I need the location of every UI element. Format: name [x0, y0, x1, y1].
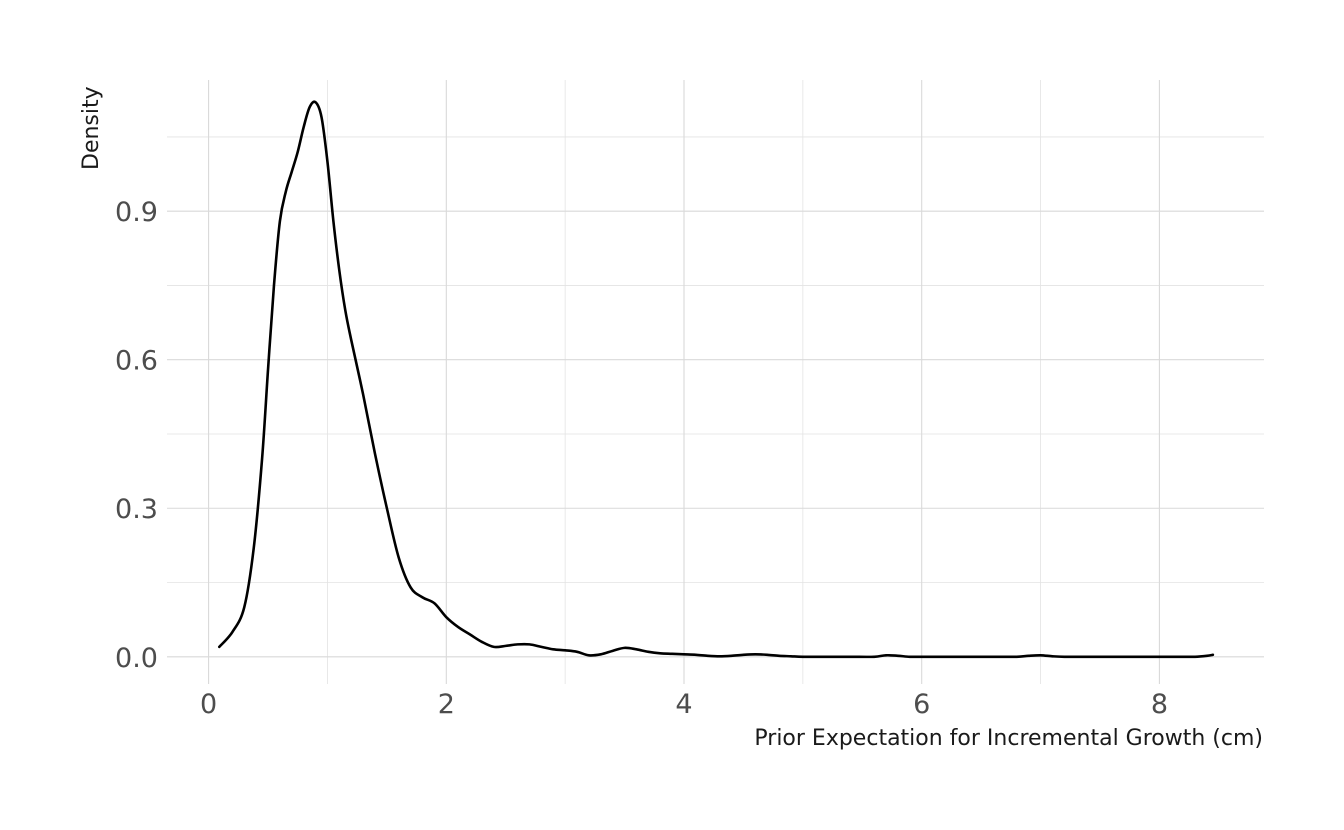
y-tick-label-1: 0.3	[115, 494, 158, 525]
series-layer	[217, 100, 1215, 659]
y-tick-label-2: 0.6	[115, 346, 158, 377]
x-axis-tick-labels: 0 2 4 6 8	[200, 689, 1168, 720]
y-tick-label-3: 0.9	[115, 197, 158, 228]
x-tick-label-4: 8	[1151, 689, 1168, 720]
x-tick-label-0: 0	[200, 689, 217, 720]
major-gridlines	[167, 80, 1264, 684]
density-curve-0	[217, 100, 1215, 659]
x-tick-label-3: 6	[913, 689, 930, 720]
y-axis-title: Density	[79, 86, 104, 170]
x-tick-label-1: 2	[438, 689, 455, 720]
x-axis-title: Prior Expectation for Incremental Growth…	[754, 726, 1263, 751]
y-tick-label-0: 0.0	[115, 643, 158, 674]
x-tick-label-2: 4	[675, 689, 692, 720]
y-axis-tick-labels: 0.0 0.3 0.6 0.9	[115, 197, 158, 674]
minor-gridlines	[167, 80, 1264, 684]
